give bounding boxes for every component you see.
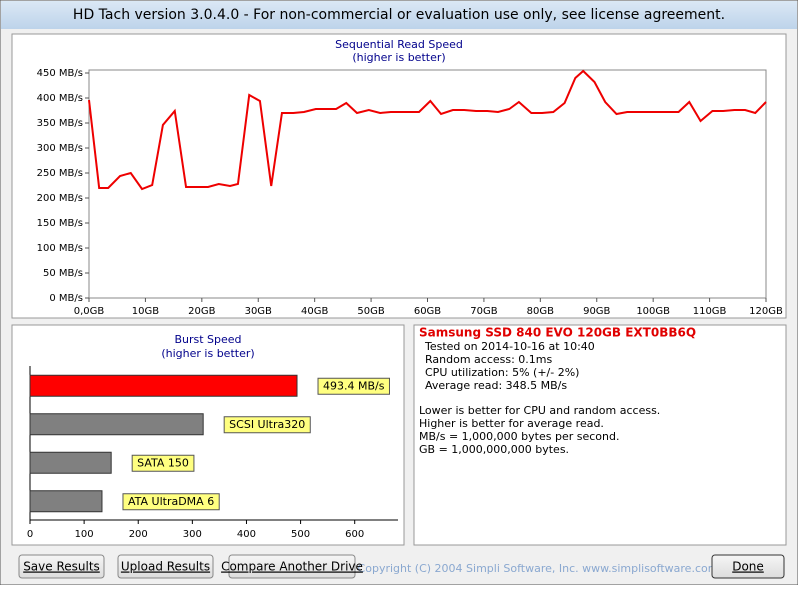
x-tick-label: 90GB — [583, 306, 610, 317]
bar — [29, 413, 204, 436]
window-title: HD Tach version 3.0.4.0 - For non-commer… — [73, 7, 725, 23]
y-tick-label: 200 MB/s — [37, 193, 83, 204]
button-label[interactable]: Upload Results — [121, 560, 210, 574]
bar — [29, 451, 112, 474]
info-note: Lower is better for CPU and random acces… — [419, 404, 660, 417]
bar-label: ATA UltraDMA 6 — [128, 495, 214, 508]
x-tick-label: 50GB — [357, 306, 384, 317]
label-box — [122, 493, 220, 511]
info-note: GB = 1,000,000,000 bytes. — [419, 443, 569, 456]
bar-label: SCSI Ultra320 — [229, 418, 305, 431]
y-tick-label: 250 MB/s — [37, 168, 83, 179]
y-tick-label: 50 MB/s — [43, 268, 83, 279]
x-tick-label: 300 — [183, 529, 202, 540]
x-tick-label: 100GB — [636, 306, 670, 317]
info-line: Average read: 348.5 MB/s — [425, 379, 567, 392]
x-tick-label: 20GB — [188, 306, 215, 317]
footer: Copyright (C) 2004 Simpli Software, Inc.… — [358, 562, 719, 575]
y-tick-label: 450 MB/s — [37, 68, 83, 79]
x-tick-label: 200 — [129, 529, 148, 540]
x-tick-label: 60GB — [414, 306, 441, 317]
y-tick-label: 350 MB/s — [37, 118, 83, 129]
x-tick-label: 100 — [75, 529, 94, 540]
button-label[interactable]: Compare Another Drive — [221, 560, 363, 574]
chart-subtitle: (higher is better) — [161, 347, 254, 360]
y-tick-label: 300 MB/s — [37, 143, 83, 154]
button[interactable] — [117, 554, 214, 579]
info-line: Tested on 2014-10-16 at 10:40 — [424, 340, 595, 353]
x-tick-label: 120GB — [749, 306, 783, 317]
label-box — [131, 454, 195, 472]
plot-area — [88, 69, 767, 299]
y-tick-label: 150 MB/s — [37, 218, 83, 229]
bar — [29, 374, 298, 397]
x-tick-label: 40GB — [301, 306, 328, 317]
button-label[interactable]: Save Results — [23, 560, 100, 574]
x-tick-label: 10GB — [132, 306, 159, 317]
button-label[interactable]: Done — [732, 560, 764, 574]
chart-title: Sequential Read Speed — [335, 38, 463, 51]
x-tick-label: 70GB — [470, 306, 497, 317]
button[interactable] — [228, 554, 356, 579]
x-tick-label: 500 — [291, 529, 310, 540]
read-line — [88, 69, 767, 191]
x-tick-label: 400 — [237, 529, 256, 540]
info-line: Random access: 0.1ms — [425, 353, 553, 366]
button[interactable] — [711, 554, 785, 579]
x-tick-label: 0 — [27, 529, 33, 540]
info-line: CPU utilization: 5% (+/- 2%) — [425, 366, 579, 379]
x-tick-label: 80GB — [527, 306, 554, 317]
y-tick-label: 0 MB/s — [49, 293, 83, 304]
x-tick-label: 30GB — [245, 306, 272, 317]
drive-name: Samsung SSD 840 EVO 120GB EXT0BB6Q — [419, 326, 696, 340]
y-tick-label: 400 MB/s — [37, 93, 83, 104]
label-box — [223, 416, 311, 434]
info-note: MB/s = 1,000,000 bytes per second. — [419, 430, 619, 443]
x-tick-label: 110GB — [693, 306, 727, 317]
chart-title: Burst Speed — [174, 333, 241, 346]
y-tick-label: 100 MB/s — [37, 243, 83, 254]
label-box — [317, 377, 390, 395]
bar-label: 493.4 MB/s — [323, 379, 385, 392]
info-note: Higher is better for average read. — [419, 417, 604, 430]
x-tick-label: 600 — [345, 529, 364, 540]
chart-subtitle: (higher is better) — [352, 51, 445, 64]
x-tick-label: 0,0GB — [74, 306, 105, 317]
bar — [29, 490, 103, 513]
title-bar — [1, 1, 797, 29]
button[interactable] — [18, 554, 105, 579]
info-panel — [413, 324, 787, 546]
bar-label: SATA 150 — [137, 456, 189, 469]
